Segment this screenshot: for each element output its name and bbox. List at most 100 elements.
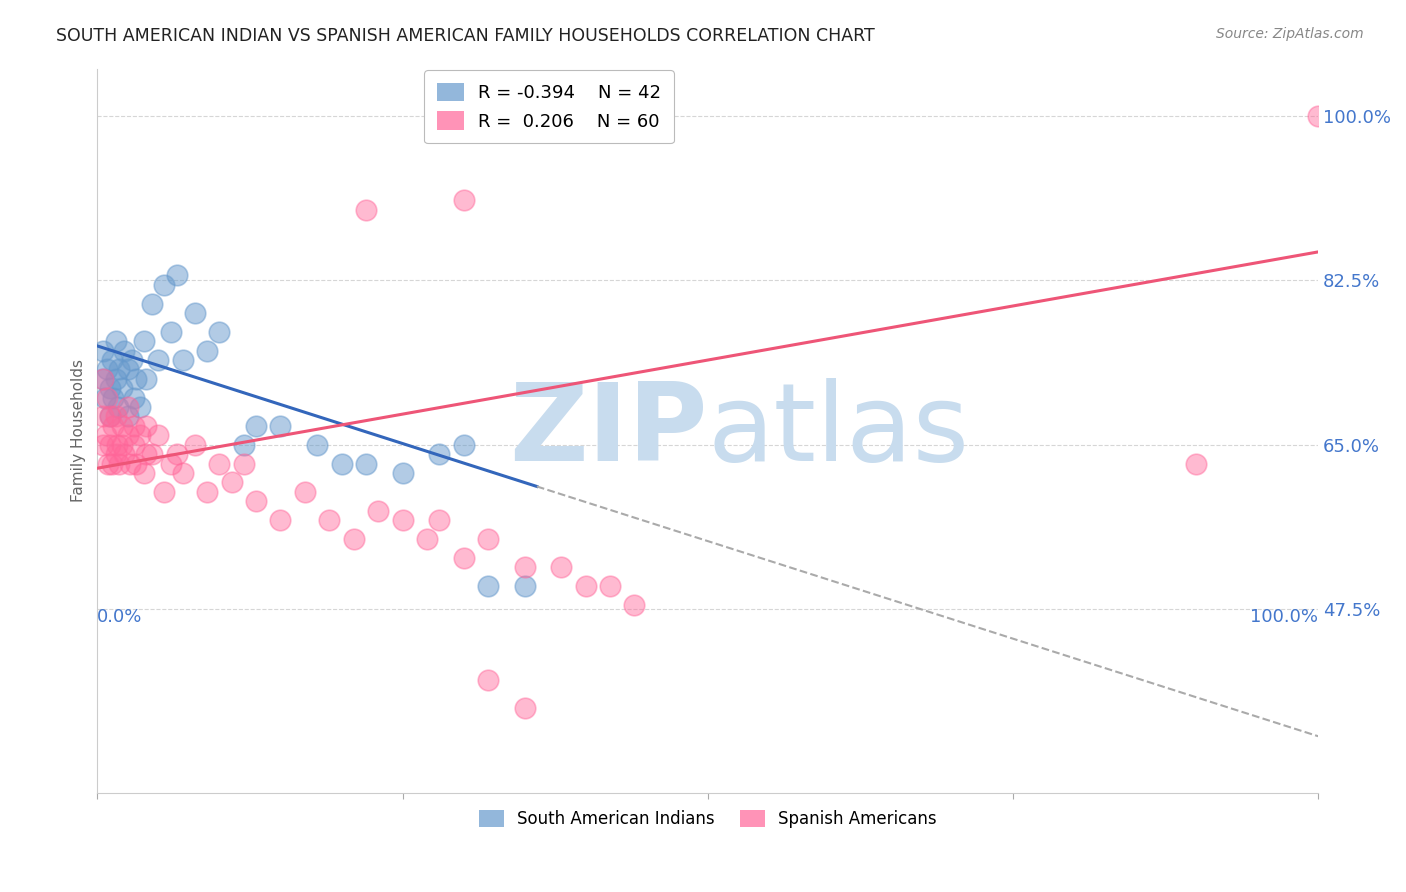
Point [93, 372, 115, 386]
Point [112, 447, 135, 461]
Point [245, 418, 267, 433]
Point [104, 372, 127, 386]
Point [453, 438, 475, 452]
Point [125, 457, 148, 471]
Point [232, 457, 254, 471]
Text: SOUTH AMERICAN INDIAN VS SPANISH AMERICAN FAMILY HOUSEHOLDS CORRELATION CHART: SOUTH AMERICAN INDIAN VS SPANISH AMERICA… [56, 27, 875, 45]
Point [208, 325, 231, 339]
Point [159, 325, 181, 339]
Point [104, 447, 127, 461]
Point [97, 457, 120, 471]
Point [108, 457, 131, 471]
Point [93, 343, 115, 358]
Point [96, 362, 118, 376]
Point [477, 579, 499, 593]
Point [132, 466, 155, 480]
Point [117, 400, 139, 414]
Point [108, 362, 131, 376]
Point [391, 513, 413, 527]
Point [453, 550, 475, 565]
Point [112, 343, 135, 358]
Point [93, 438, 115, 452]
Point [107, 400, 129, 414]
Point [172, 466, 194, 480]
Point [391, 466, 413, 480]
Point [184, 438, 207, 452]
Point [105, 438, 128, 452]
Point [132, 334, 155, 349]
Point [427, 513, 450, 527]
Point [125, 372, 148, 386]
Point [104, 334, 127, 349]
Point [575, 579, 598, 593]
Text: Source: ZipAtlas.com: Source: ZipAtlas.com [1216, 27, 1364, 41]
Point [166, 447, 188, 461]
Point [330, 457, 353, 471]
Point [427, 447, 450, 461]
Point [135, 418, 157, 433]
Point [208, 457, 231, 471]
Point [354, 202, 377, 217]
Point [269, 513, 291, 527]
Point [477, 532, 499, 546]
Point [513, 701, 536, 715]
Point [453, 193, 475, 207]
Point [599, 579, 621, 593]
Point [318, 513, 340, 527]
Point [94, 428, 117, 442]
Point [121, 353, 143, 368]
Point [111, 381, 134, 395]
Point [1185, 457, 1208, 471]
Point [104, 409, 127, 424]
Point [101, 353, 124, 368]
Point [120, 457, 142, 471]
Point [117, 428, 139, 442]
Point [93, 372, 115, 386]
Point [416, 532, 439, 546]
Point [245, 494, 267, 508]
Point [153, 277, 176, 292]
Point [221, 475, 243, 490]
Point [550, 560, 572, 574]
Point [623, 598, 645, 612]
Point [117, 409, 139, 424]
Point [166, 268, 188, 283]
Point [148, 428, 170, 442]
Text: 100.0%: 100.0% [1250, 608, 1319, 626]
Point [122, 418, 145, 433]
Point [98, 438, 121, 452]
Point [103, 391, 125, 405]
Point [129, 400, 152, 414]
Point [195, 484, 218, 499]
Point [103, 418, 125, 433]
Point [98, 381, 121, 395]
Point [141, 296, 163, 310]
Point [294, 484, 316, 499]
Point [1308, 109, 1330, 123]
Point [269, 418, 291, 433]
Point [129, 428, 152, 442]
Point [477, 673, 499, 687]
Legend: South American Indians, Spanish Americans: South American Indians, Spanish American… [472, 804, 943, 835]
Point [184, 306, 207, 320]
Point [93, 391, 115, 405]
Point [122, 391, 145, 405]
Point [93, 409, 115, 424]
Point [343, 532, 366, 546]
Point [96, 391, 118, 405]
Point [98, 409, 121, 424]
Point [122, 438, 145, 452]
Point [513, 560, 536, 574]
Text: ZIP: ZIP [509, 377, 707, 483]
Point [367, 503, 389, 517]
Point [159, 457, 181, 471]
Text: atlas: atlas [707, 377, 970, 483]
Point [195, 343, 218, 358]
Point [135, 447, 157, 461]
Point [117, 362, 139, 376]
Point [172, 353, 194, 368]
Text: 0.0%: 0.0% [97, 608, 143, 626]
Point [153, 484, 176, 499]
Point [111, 438, 134, 452]
Point [111, 418, 134, 433]
